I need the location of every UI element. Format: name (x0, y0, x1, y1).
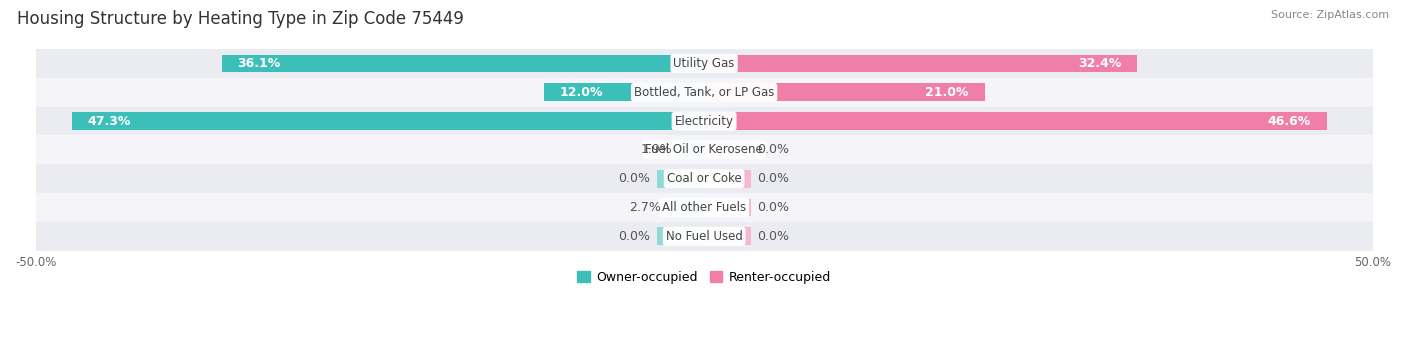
Bar (679, 141, 704, 159)
Bar (704, 198, 751, 216)
Text: Bottled, Tank, or LP Gas: Bottled, Tank, or LP Gas (634, 86, 775, 99)
Bar (658, 170, 704, 188)
Bar (35, 164, 1372, 193)
Bar (35, 193, 1372, 222)
Text: Housing Structure by Heating Type in Zip Code 75449: Housing Structure by Heating Type in Zip… (17, 10, 464, 28)
Text: 36.1%: 36.1% (238, 57, 281, 70)
Text: 2.7%: 2.7% (630, 201, 661, 214)
Text: 32.4%: 32.4% (1078, 57, 1121, 70)
Bar (35, 49, 1372, 78)
Text: Source: ZipAtlas.com: Source: ZipAtlas.com (1271, 10, 1389, 20)
Text: Fuel Oil or Kerosene: Fuel Oil or Kerosene (645, 143, 763, 157)
Bar (72, 112, 704, 130)
Text: No Fuel Used: No Fuel Used (665, 230, 742, 243)
Bar (704, 170, 751, 188)
Text: Utility Gas: Utility Gas (673, 57, 735, 70)
Text: 0.0%: 0.0% (758, 172, 790, 185)
Bar (35, 135, 1372, 164)
Text: Coal or Coke: Coal or Coke (666, 172, 741, 185)
Bar (704, 141, 751, 159)
Text: 21.0%: 21.0% (925, 86, 969, 99)
Legend: Owner-occupied, Renter-occupied: Owner-occupied, Renter-occupied (572, 266, 837, 289)
Text: 0.0%: 0.0% (619, 230, 651, 243)
Bar (704, 83, 984, 101)
Bar (704, 112, 1327, 130)
Bar (35, 107, 1372, 135)
Text: 1.9%: 1.9% (640, 143, 672, 157)
Bar (658, 227, 704, 245)
Text: 0.0%: 0.0% (758, 143, 790, 157)
Bar (35, 222, 1372, 251)
Bar (704, 55, 1137, 72)
Text: 0.0%: 0.0% (758, 230, 790, 243)
Text: 12.0%: 12.0% (560, 86, 603, 99)
Text: 0.0%: 0.0% (758, 201, 790, 214)
Text: 47.3%: 47.3% (87, 115, 131, 128)
Text: All other Fuels: All other Fuels (662, 201, 747, 214)
Text: 46.6%: 46.6% (1268, 115, 1310, 128)
Text: 0.0%: 0.0% (619, 172, 651, 185)
Text: Electricity: Electricity (675, 115, 734, 128)
Bar (35, 78, 1372, 107)
Bar (222, 55, 704, 72)
Bar (544, 83, 704, 101)
Bar (668, 198, 704, 216)
Bar (704, 227, 751, 245)
